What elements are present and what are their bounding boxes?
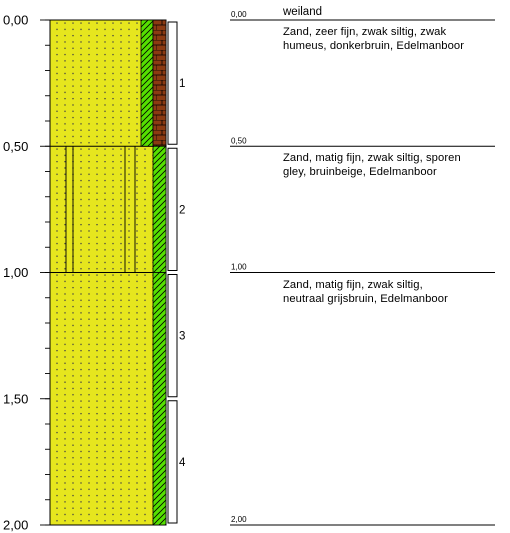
description-text-line: gley, bruinbeige, Edelmanboor — [283, 166, 437, 179]
sample-boxes: 1 2 3 4 — [167, 21, 186, 524]
sample-box-2 — [167, 147, 178, 271]
description-depth-0: 0,00 — [231, 10, 247, 19]
green-band-3 — [152, 272, 167, 526]
description-depth-1: 0,50 — [231, 136, 247, 145]
surface-label: weiland — [283, 6, 322, 18]
layer-description-2: Zand, matig fijn, zwak siltig, neutraal g… — [283, 278, 448, 306]
depth-label-1: 0,50 — [3, 139, 28, 154]
green-band-1 — [140, 19, 154, 147]
humus-band-1 — [152, 19, 167, 147]
depth-label-0: 0,00 — [3, 13, 28, 28]
side-bands — [140, 19, 167, 526]
sand-layer-3 — [50, 272, 153, 525]
sand-layer-2 — [50, 146, 153, 273]
soil-layers — [49, 19, 167, 526]
description-text-line: neutraal grijsbruin, Edelmanboor — [283, 292, 448, 305]
sample-label-4: 4 — [179, 457, 186, 469]
description-lines: 0,00 0,50 1,00 2,00 — [230, 10, 495, 526]
description-text-line: Zand, zeer fijn, zwak siltig, zwak — [283, 26, 447, 38]
description-depth-3: 2,00 — [231, 515, 247, 524]
description-text-line: Zand, matig fijn, zwak siltig, sporen — [283, 152, 461, 165]
sample-label-2: 2 — [179, 204, 185, 216]
layer-description-1: Zand, matig fijn, zwak siltig, sporen gle… — [283, 151, 461, 179]
sample-box-3 — [167, 274, 178, 398]
green-band-2 — [152, 145, 167, 273]
description-text-line: Zand, matig fijn, zwak siltig, — [283, 278, 423, 291]
layer-description-0: Zand, zeer fijn, zwak siltig, zwak humeus… — [283, 25, 464, 53]
sample-label-3: 3 — [179, 331, 185, 343]
sand-layer-1 — [50, 20, 141, 147]
sample-box-4 — [167, 400, 178, 524]
depth-label-2: 1,00 — [3, 265, 28, 280]
sample-box-1 — [167, 21, 178, 145]
depth-label-4: 2,00 — [3, 518, 28, 533]
description-depth-2: 1,00 — [231, 263, 247, 272]
description-text-line: humeus, donkerbruin, Edelmanboor — [283, 40, 465, 52]
depth-axis: 0,00 0,50 1,00 1,50 2,00 — [3, 13, 50, 533]
depth-label-3: 1,50 — [3, 391, 28, 406]
sample-label-1: 1 — [179, 78, 185, 90]
